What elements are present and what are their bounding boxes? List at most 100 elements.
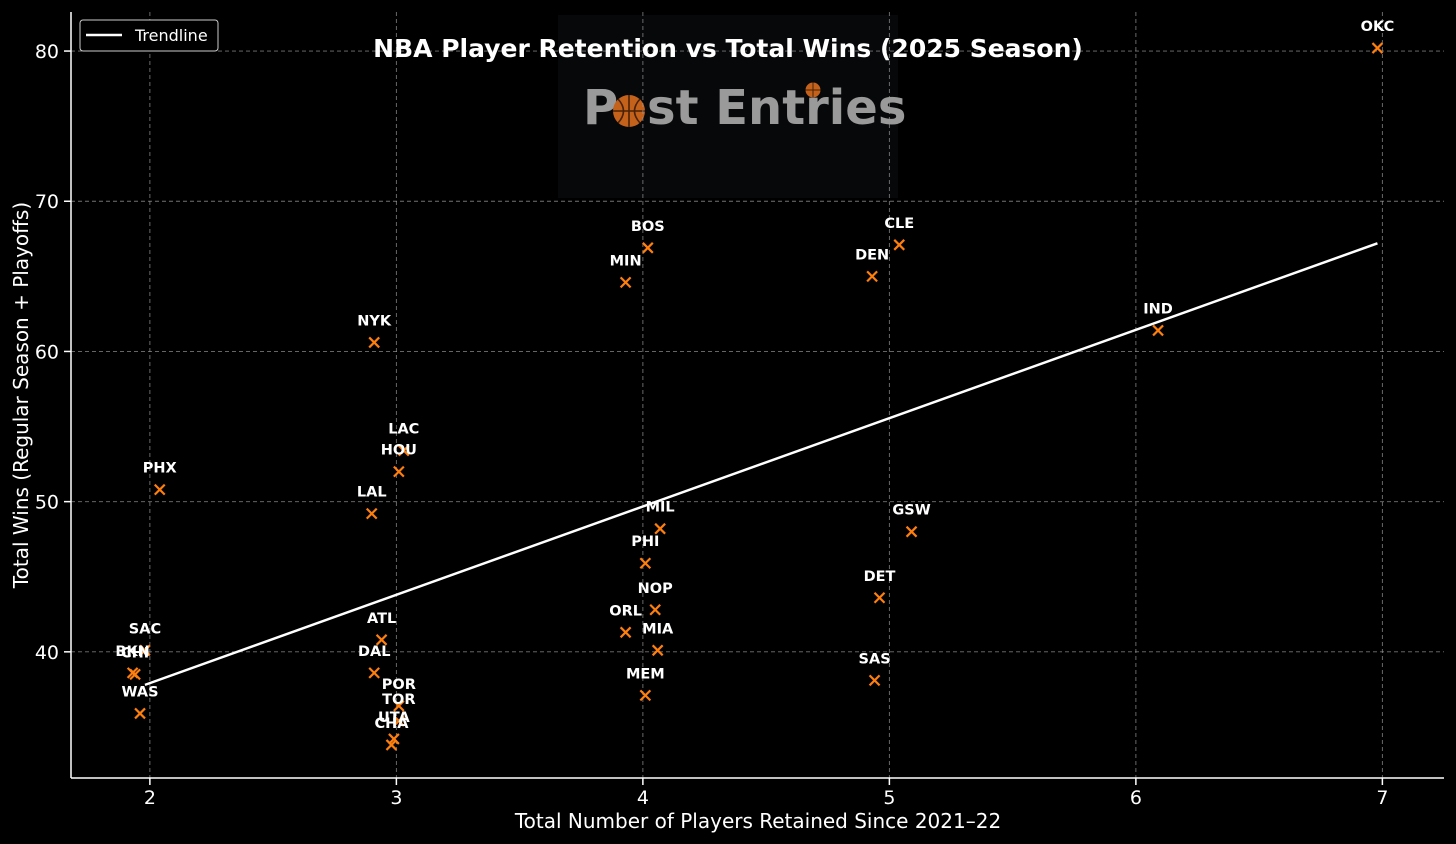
- data-point-lal: [365, 507, 378, 520]
- data-point-tor: [393, 715, 405, 727]
- team-label-gsw: GSW: [892, 503, 930, 519]
- data-point-gsw: [905, 525, 918, 538]
- x-marker: [393, 700, 405, 712]
- logo-text: st Entries: [647, 80, 906, 136]
- team-label-lac: LAC: [388, 422, 419, 438]
- x-marker: [868, 674, 881, 687]
- x-marker: [153, 483, 166, 496]
- data-point-sac: [139, 644, 151, 657]
- small-basketball-seams-icon: [805, 82, 821, 98]
- team-label-atl: ATL: [367, 611, 396, 627]
- team-label-den: DEN: [855, 247, 889, 263]
- axes: 2 3 4 5 6 7 40 50 60 70 80: [35, 12, 1444, 809]
- team-label-okc: OKC: [1361, 19, 1395, 35]
- x-marker: [893, 239, 906, 251]
- logo-watermark: P st Entries: [558, 15, 906, 198]
- x-marker: [393, 465, 405, 478]
- team-label-det: DET: [864, 569, 896, 585]
- data-point-dal: [368, 667, 380, 679]
- team-label-lal: LAL: [357, 485, 387, 501]
- team-label-hou: HOU: [381, 443, 417, 459]
- x-marker: [385, 739, 398, 751]
- x-marker: [642, 242, 654, 254]
- x-tick-label: 2: [144, 787, 156, 809]
- team-label-tor: TOR: [382, 692, 415, 708]
- data-point-por: [393, 700, 405, 712]
- team-label-nyk: NYK: [357, 313, 392, 329]
- trendline: [144, 242, 1378, 687]
- y-tick-label: 40: [35, 642, 59, 664]
- data-point-phi: [639, 557, 652, 569]
- trendline-layer: [144, 242, 1378, 687]
- data-point-mil: [654, 522, 666, 535]
- data-point-phx: [153, 483, 166, 496]
- grid: [71, 12, 1444, 778]
- x-marker: [619, 276, 632, 289]
- legend-trendline-label: Trendline: [134, 26, 208, 45]
- team-label-bos: BOS: [631, 219, 665, 235]
- data-point-mem: [639, 689, 652, 702]
- x-marker: [639, 689, 652, 702]
- data-point-orl: [619, 626, 632, 639]
- team-label-phx: PHX: [143, 461, 177, 477]
- team-label-was: WAS: [122, 684, 159, 700]
- x-marker: [368, 667, 380, 679]
- data-point-den: [866, 270, 878, 283]
- data-point-ind: [1152, 324, 1164, 337]
- data-point-nyk: [368, 336, 380, 349]
- x-marker: [397, 444, 410, 457]
- team-label-chi: CHI: [121, 645, 149, 661]
- data-point-cle: [893, 239, 906, 251]
- y-axis-label: Total Wins (Regular Season + Playoffs): [9, 202, 33, 589]
- team-label-orl: ORL: [609, 603, 642, 619]
- y-tick-label: 80: [35, 41, 59, 63]
- x-marker: [1152, 324, 1164, 337]
- team-label-mil: MIL: [646, 500, 675, 516]
- team-label-cle: CLE: [884, 216, 914, 232]
- x-marker: [639, 557, 652, 569]
- x-marker: [365, 507, 378, 520]
- x-marker: [129, 668, 141, 681]
- team-label-min: MIN: [610, 253, 642, 269]
- team-label-ind: IND: [1143, 301, 1173, 317]
- data-point-bos: [642, 242, 654, 254]
- data-point-cha: [385, 739, 398, 751]
- basketball-seams-icon: [613, 95, 645, 127]
- x-marker: [873, 591, 886, 604]
- legend: Trendline: [79, 19, 219, 52]
- team-label-uta: UTA: [378, 710, 411, 726]
- legend-box: [79, 19, 219, 52]
- y-tick-label: 50: [35, 492, 59, 514]
- x-marker: [368, 336, 380, 349]
- y-tick-label: 60: [35, 341, 59, 363]
- x-marker: [619, 626, 632, 639]
- data-point-sas: [868, 674, 881, 687]
- data-point-det: [873, 591, 886, 604]
- points-layer: [126, 42, 1384, 751]
- data-point-okc: [1371, 42, 1384, 54]
- x-marker: [139, 644, 151, 657]
- x-tick-label: 7: [1376, 787, 1388, 809]
- x-tick-label: 5: [883, 787, 895, 809]
- team-label-phi: PHI: [631, 534, 659, 550]
- x-marker: [393, 715, 405, 727]
- data-point-chi: [129, 668, 141, 681]
- x-marker: [654, 522, 666, 535]
- x-marker: [649, 604, 661, 616]
- data-point-hou: [393, 465, 405, 478]
- team-label-cha: CHA: [374, 716, 409, 732]
- team-label-bkn: BKN: [115, 644, 149, 660]
- x-marker: [1371, 42, 1384, 54]
- x-tick-label: 4: [637, 787, 649, 809]
- team-label-mia: MIA: [642, 621, 674, 637]
- data-point-was: [134, 707, 146, 720]
- team-labels-layer: OKC BOS CLE MIN DEN IND NYK LAC HOU PHX LAL MIL GSW P…: [115, 19, 1394, 732]
- team-label-mem: MEM: [626, 666, 665, 682]
- x-axis-label: Total Number of Players Retained Since 2…: [514, 809, 1001, 833]
- data-point-nop: [649, 604, 661, 616]
- team-label-dal: DAL: [358, 644, 391, 660]
- x-marker: [134, 707, 146, 720]
- data-point-min: [619, 276, 632, 289]
- data-point-uta: [388, 733, 400, 745]
